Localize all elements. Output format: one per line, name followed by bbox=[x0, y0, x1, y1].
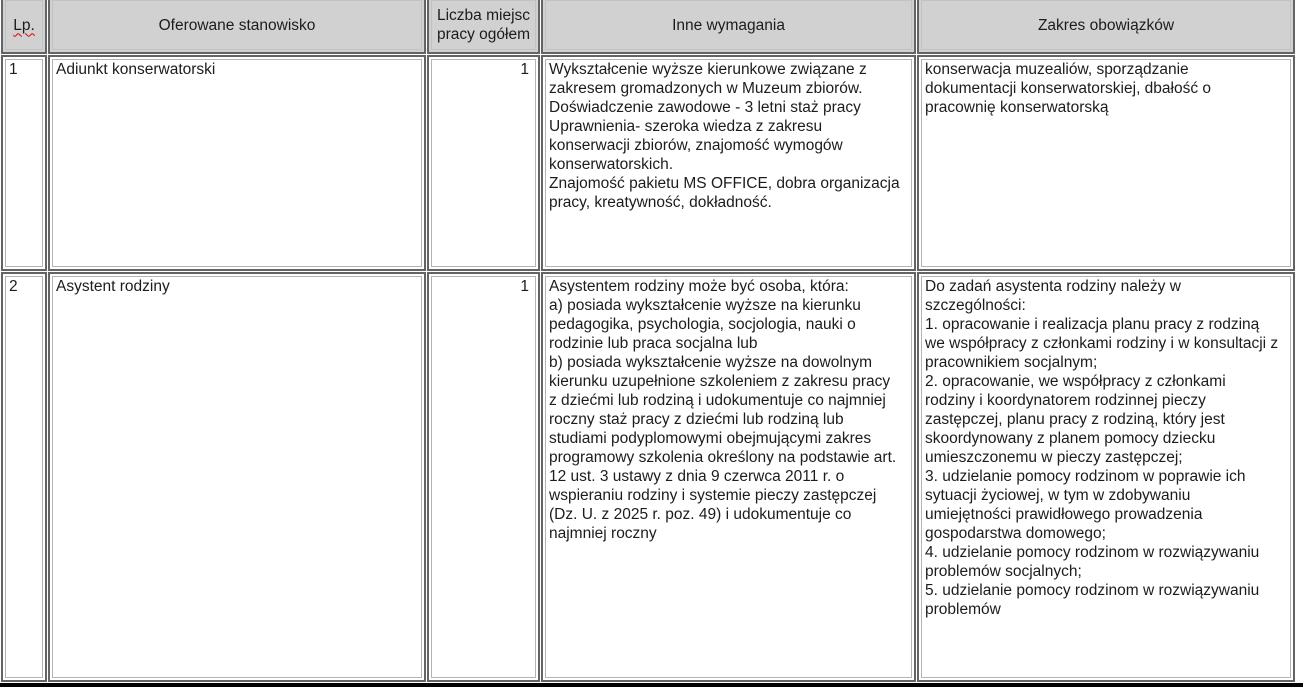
column-header-inne-wymagania-label: Inne wymagania bbox=[672, 16, 785, 34]
column-header-lp-label: Lp. bbox=[13, 16, 35, 34]
column-header-liczba-miejsc-label: Liczba miejsc pracy ogółem bbox=[436, 7, 531, 43]
table-row: 1 Adiunkt konserwatorski 1 Wykształcenie… bbox=[1, 55, 1295, 271]
cell-liczba-miejsc: 1 bbox=[427, 272, 540, 682]
column-header-lp: Lp. bbox=[1, 0, 47, 54]
header-row: Lp. Oferowane stanowisko Liczba miejsc p… bbox=[1, 0, 1295, 54]
cell-zakres-obowiazkow: konserwacja muzealiów, sporządzanie doku… bbox=[917, 55, 1295, 271]
cell-inne-wymagania: Asystentem rodziny może być osoba, która… bbox=[541, 272, 916, 682]
cell-stanowisko: Asystent rodziny bbox=[48, 272, 426, 682]
column-header-zakres-obowiazkow: Zakres obowiązków bbox=[917, 0, 1295, 54]
cell-inne-wymagania: Wykształcenie wyższe kierunkowe związane… bbox=[541, 55, 916, 271]
column-header-inne-wymagania: Inne wymagania bbox=[541, 0, 916, 54]
cell-liczba-miejsc: 1 bbox=[427, 55, 540, 271]
table-row: 2 Asystent rodziny 1 Asystentem rodziny … bbox=[1, 272, 1295, 682]
column-header-liczba-miejsc: Liczba miejsc pracy ogółem bbox=[427, 0, 540, 54]
cell-stanowisko: Adiunkt konserwatorski bbox=[48, 55, 426, 271]
cell-lp: 1 bbox=[1, 55, 47, 271]
column-header-zakres-obowiazkow-label: Zakres obowiązków bbox=[1037, 16, 1175, 34]
column-header-stanowisko-label: Oferowane stanowisko bbox=[158, 16, 316, 34]
bottom-edge-bar bbox=[0, 683, 1303, 687]
cell-lp: 2 bbox=[1, 272, 47, 682]
cell-zakres-obowiazkow: Do zadań asystenta rodziny należy w szcz… bbox=[917, 272, 1295, 682]
column-header-stanowisko: Oferowane stanowisko bbox=[48, 0, 426, 54]
